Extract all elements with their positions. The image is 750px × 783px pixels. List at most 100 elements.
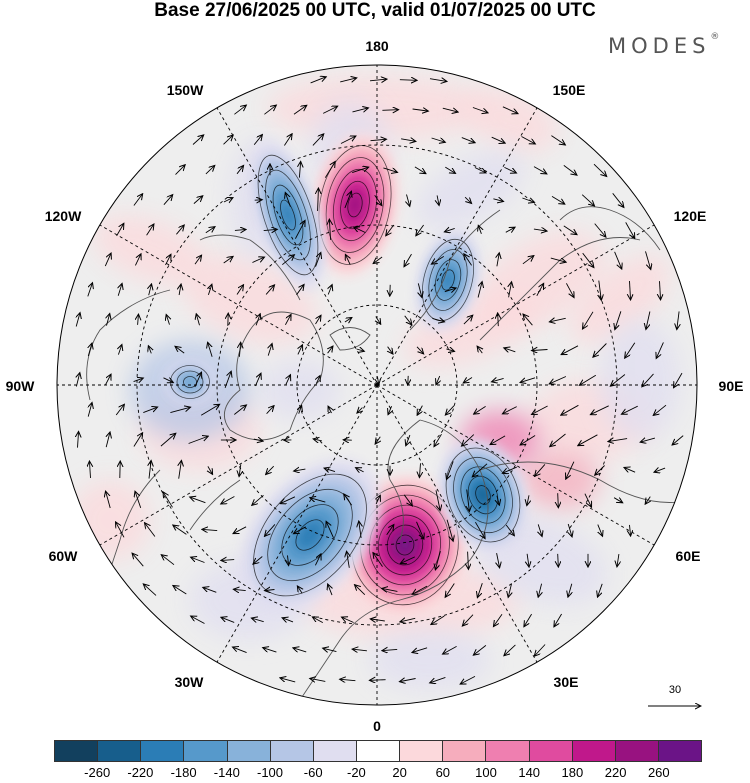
wind-arrow [133, 554, 144, 567]
wind-arrow [550, 318, 566, 321]
wind-arrow [432, 615, 445, 624]
wind-arrow [282, 255, 293, 266]
wind-arrow [135, 492, 142, 509]
registered-mark: ® [710, 32, 720, 42]
wind-arrow [582, 252, 594, 267]
wind-arrow [322, 107, 337, 114]
trough-anomaly [438, 438, 528, 552]
wind-arrow [382, 110, 397, 111]
wind-arrow [527, 553, 529, 566]
colorbar-swatch [658, 741, 702, 761]
wind-arrow [497, 495, 499, 505]
wind-arrow [311, 679, 326, 682]
wind-arrow [192, 617, 205, 624]
wind-arrow [598, 583, 603, 596]
lon-label-30w: 30W [174, 674, 204, 690]
wind-arrow [503, 406, 517, 414]
wind-arrow [524, 613, 532, 626]
wind-arrow [197, 315, 200, 326]
wind-arrow [474, 645, 487, 654]
wind-arrow [295, 221, 304, 239]
wind-arrow [554, 613, 562, 626]
wind-arrow [533, 229, 546, 231]
colorbar-swatch [141, 741, 185, 761]
wind-arrow [281, 678, 296, 683]
wind-arrow [551, 196, 564, 203]
wind-arrow [536, 284, 543, 297]
wind-arrow [462, 434, 475, 446]
wind-arrow [344, 495, 353, 506]
wind-arrow [599, 280, 601, 300]
wind-arrow [431, 676, 446, 682]
wind-arrow [116, 523, 125, 538]
wind-arrow [383, 167, 396, 172]
wind-arrow [474, 406, 486, 413]
colorbar-tick-label: -140 [213, 765, 240, 780]
wind-arrow [673, 435, 684, 445]
wind-arrow [386, 525, 394, 535]
wind-arrow [447, 461, 454, 478]
wind-arrow [505, 644, 516, 655]
wind-arrow [399, 80, 416, 81]
wind-arrow [325, 468, 336, 471]
wind-arrow [223, 136, 233, 145]
wind-arrow [149, 347, 152, 354]
wind-arrow [87, 284, 92, 297]
wind-arrow [175, 165, 185, 175]
colorbar-swatch [529, 741, 573, 761]
wind-arrow [356, 468, 364, 472]
wind-arrow [146, 225, 154, 236]
wind-arrow [401, 139, 415, 141]
wind-arrow [386, 224, 395, 235]
colorbar-tick-label: 260 [647, 765, 670, 780]
wind-arrow [163, 378, 173, 382]
polar-map [56, 64, 750, 740]
wind-arrow [370, 139, 386, 140]
meridian-line [376, 107, 538, 386]
wind-arrow [160, 434, 175, 447]
wind-arrow [579, 434, 598, 445]
anomaly-blob [70, 480, 150, 560]
wind-arrow [400, 679, 416, 682]
wind-arrow [405, 253, 412, 266]
wind-arrow [617, 554, 619, 566]
colorbar-swatch [615, 741, 659, 761]
wind-arrow [558, 553, 559, 566]
wind-arrow [625, 468, 636, 473]
wind-arrow [522, 198, 533, 202]
wind-arrow [298, 346, 302, 355]
wind-arrow [630, 524, 631, 535]
wind-arrow [609, 439, 628, 442]
lon-label-60w: 60W [48, 548, 78, 564]
wind-arrow [550, 257, 565, 262]
wind-arrow [162, 555, 175, 566]
wind-arrow [377, 376, 378, 383]
coastline [387, 419, 421, 541]
wind-arrow [170, 407, 189, 414]
wind-arrow [446, 519, 453, 541]
wind-arrow [288, 555, 289, 564]
wind-arrow [329, 407, 332, 414]
wind-arrow [107, 314, 110, 326]
wind-arrow [324, 648, 337, 651]
wind-arrow [625, 222, 635, 237]
colorbar-tick-label: 100 [475, 765, 497, 780]
wind-arrow [473, 463, 488, 476]
wind-arrow [406, 434, 410, 445]
wind-arrow [285, 315, 290, 326]
wind-arrow [208, 285, 211, 296]
wind-arrow [174, 586, 187, 595]
wind-arrow [236, 166, 243, 175]
wind-arrow [352, 108, 368, 112]
wind-arrow [314, 439, 323, 441]
wind-arrow [371, 619, 385, 621]
colorbar-tick-label: -260 [84, 765, 111, 780]
lon-label-180: 180 [365, 38, 389, 54]
wind-arrow [521, 377, 536, 382]
lon-label-60e: 60E [675, 548, 701, 564]
wind-arrow [324, 162, 334, 178]
wind-arrow [222, 618, 235, 623]
wind-arrow [595, 465, 605, 475]
wind-arrow [192, 136, 203, 145]
wind-arrow [464, 255, 472, 266]
